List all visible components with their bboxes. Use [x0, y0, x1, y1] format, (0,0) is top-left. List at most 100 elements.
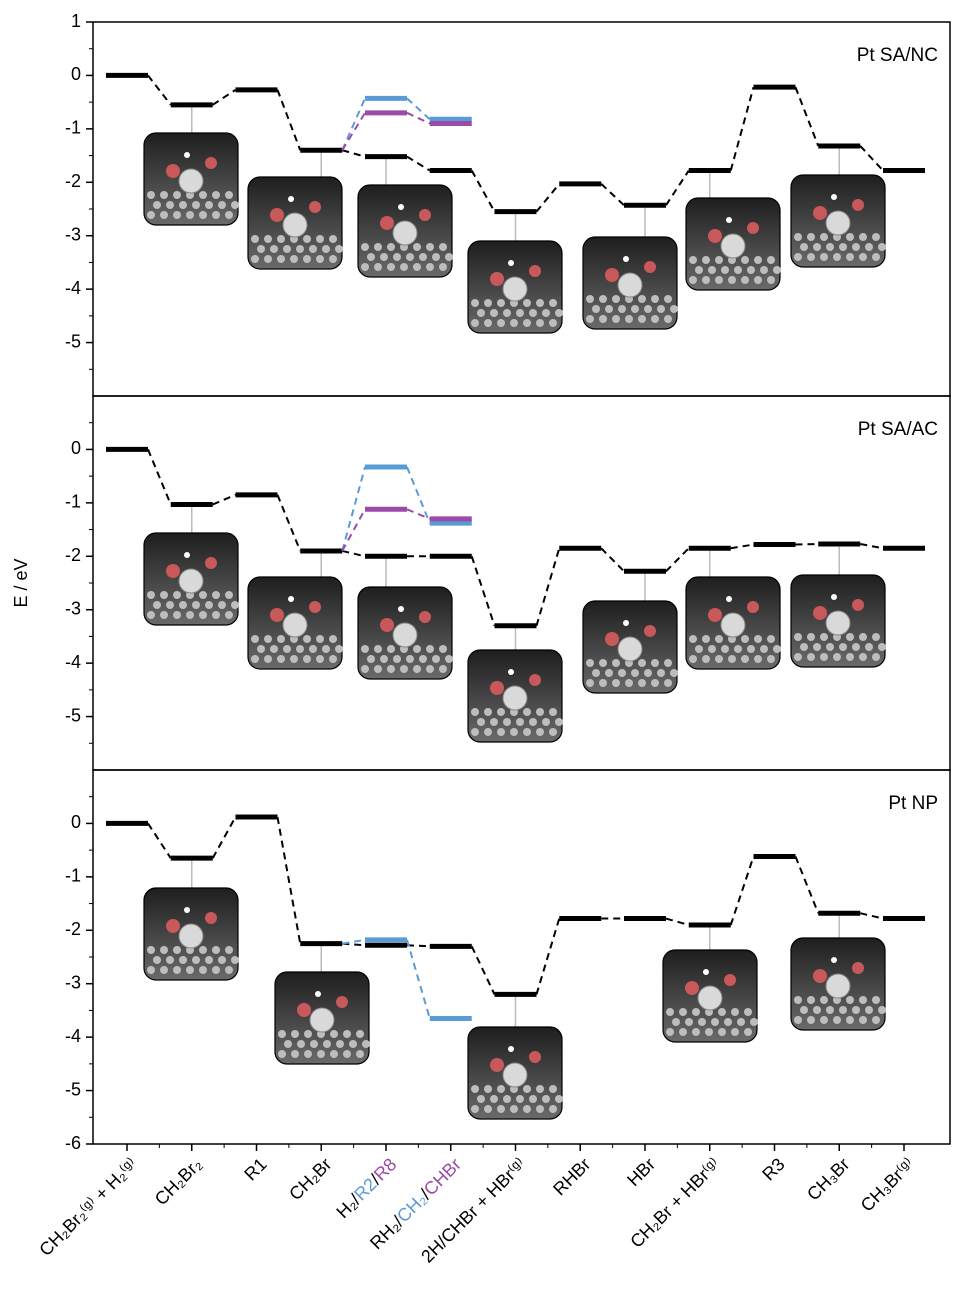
lattice-atom [708, 266, 716, 274]
lattice-atom [555, 1095, 563, 1103]
lattice-atom [631, 305, 639, 313]
lattice-atom [439, 645, 447, 653]
lattice-atom [859, 653, 867, 661]
lattice-atom [794, 633, 802, 641]
lattice-atom [651, 659, 659, 667]
lattice-atom [754, 276, 762, 284]
lattice-atom [374, 665, 382, 673]
metal-atom [393, 623, 417, 647]
br-atom [724, 974, 736, 986]
lattice-atom [592, 305, 600, 313]
lattice-atom [225, 591, 233, 599]
lattice-atom [878, 243, 886, 251]
path-connector [148, 449, 171, 504]
lattice-atom [664, 295, 672, 303]
y-tick-label: -3 [65, 598, 81, 618]
x-tick-label: H₂/R2/R8 [332, 1154, 400, 1222]
br-atom [309, 601, 321, 613]
y-tick-label: 0 [71, 812, 81, 832]
panel-label: Pt SA/NC [857, 45, 938, 66]
lattice-atom [618, 669, 626, 677]
metal-atom [393, 221, 417, 245]
br-atom [708, 608, 722, 622]
y-tick-label: -5 [65, 1079, 81, 1099]
lattice-atom [555, 718, 563, 726]
lattice-atom [329, 235, 337, 243]
lattice-atom [173, 966, 181, 974]
lattice-atom [523, 1085, 531, 1093]
lattice-atom [296, 645, 304, 653]
lattice-atom [336, 1040, 344, 1048]
br-atom [419, 611, 431, 623]
lattice-atom [231, 601, 239, 609]
lattice-atom [147, 211, 155, 219]
lattice-atom [413, 645, 421, 653]
lattice-atom [303, 255, 311, 263]
y-tick-label: -1 [65, 492, 81, 512]
lattice-atom [406, 655, 414, 663]
lattice-atom [477, 309, 485, 317]
br-atom [270, 608, 284, 622]
lattice-atom [813, 243, 821, 251]
lattice-atom [439, 243, 447, 251]
lattice-atom [708, 645, 716, 653]
x-tick-label: CH₂Br₂⁽ᵍ⁾ + H₂⁽ᵍ⁾ [35, 1154, 141, 1260]
y-tick-label: -4 [65, 278, 81, 298]
br-atom [490, 681, 504, 695]
lattice-atom [212, 946, 220, 954]
x-tick-label: CH₃Br⁽ᵍ⁾ [857, 1154, 918, 1215]
lattice-atom [549, 299, 557, 307]
lattice-atom [225, 191, 233, 199]
lattice-atom [503, 1095, 511, 1103]
lattice-atom [872, 633, 880, 641]
lattice-atom [362, 1040, 370, 1048]
lattice-atom [317, 1050, 325, 1058]
lattice-atom [820, 653, 828, 661]
lattice-atom [852, 643, 860, 651]
y-tick-label: -4 [65, 1026, 81, 1046]
y-tick-label: -5 [65, 331, 81, 351]
lattice-atom [374, 645, 382, 653]
h-atom [184, 552, 190, 558]
path-connector [342, 98, 365, 150]
lattice-atom [721, 645, 729, 653]
lattice-atom [705, 1028, 713, 1036]
lattice-atom [426, 645, 434, 653]
lattice-atom [291, 1030, 299, 1038]
lattice-atom [205, 201, 213, 209]
lattice-atom [335, 645, 343, 653]
lattice-atom [393, 655, 401, 663]
lattice-atom [724, 1018, 732, 1026]
lattice-atom [644, 669, 652, 677]
br-atom [336, 996, 348, 1008]
lattice-atom [322, 245, 330, 253]
lattice-atom [638, 315, 646, 323]
x-tick-label: R1 [240, 1154, 270, 1184]
path-connector [278, 90, 301, 150]
path-connector [407, 98, 430, 119]
h-atom [184, 907, 190, 913]
lattice-atom [484, 1105, 492, 1113]
lattice-atom [839, 243, 847, 251]
lattice-atom [205, 601, 213, 609]
lattice-atom [477, 718, 485, 726]
lattice-atom [670, 669, 678, 677]
br-atom [270, 208, 284, 222]
metal-atom [283, 213, 307, 237]
path-connector [796, 857, 819, 914]
lattice-atom [497, 1085, 505, 1093]
path-connector [537, 184, 560, 212]
lattice-atom [329, 635, 337, 643]
lattice-atom [820, 1016, 828, 1024]
lattice-atom [166, 201, 174, 209]
lattice-atom [277, 635, 285, 643]
path-connector [472, 946, 495, 994]
lattice-atom [251, 655, 259, 663]
lattice-atom [549, 1085, 557, 1093]
lattice-atom [361, 645, 369, 653]
lattice-atom [309, 245, 317, 253]
lattice-atom [303, 655, 311, 663]
lattice-atom [304, 1030, 312, 1038]
lattice-atom [754, 256, 762, 264]
path-connector [860, 146, 883, 171]
